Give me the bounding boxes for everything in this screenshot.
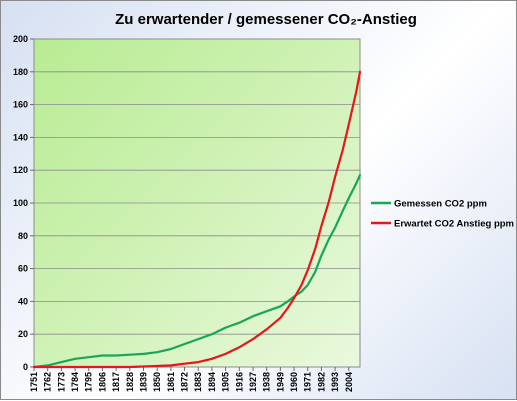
x-tick-label: 1795 — [84, 372, 94, 392]
series-lines — [32, 70, 362, 369]
x-tick-label: 1982 — [316, 372, 326, 392]
x-tick-label: 2004 — [344, 372, 354, 392]
x-tick-label: 1971 — [303, 372, 313, 392]
x-tick-label: 1916 — [234, 372, 244, 392]
x-tick-label: 1839 — [138, 372, 148, 392]
y-tick-label: 20 — [18, 329, 28, 339]
x-tick-label: 1949 — [275, 372, 285, 392]
y-tick-label: 40 — [18, 296, 28, 306]
y-axis-ticks: 0 20 40 60 80 100 120 140 160 180 200 — [13, 34, 34, 372]
y-tick-label: 180 — [13, 67, 28, 77]
chart-title: Zu erwartender / gemessener CO₂-Anstieg — [115, 11, 417, 28]
grid-lines — [34, 71, 360, 335]
x-tick-label: 1751 — [29, 372, 39, 392]
x-tick-label: 1938 — [262, 372, 272, 392]
y-tick-label: 60 — [18, 264, 28, 274]
x-tick-label: 1773 — [56, 372, 66, 392]
y-tick-label: 160 — [13, 100, 28, 110]
legend: Gemessen CO2 ppm Erwartet CO2 Anstieg ppm — [371, 199, 514, 230]
x-tick-label: 1861 — [166, 372, 176, 392]
y-tick-label: 200 — [13, 34, 28, 44]
x-tick-label: 1894 — [207, 372, 217, 392]
legend-label: Gemessen CO2 ppm — [394, 199, 487, 210]
x-tick-label: 1905 — [221, 372, 231, 392]
series-line-1 — [32, 174, 362, 369]
legend-label: Erwartet CO2 Anstieg ppm — [394, 219, 514, 230]
x-tick-label: 1927 — [248, 372, 258, 392]
x-tick-label: 1960 — [289, 372, 299, 392]
x-tick-label: 1762 — [43, 372, 53, 392]
y-tick-label: 140 — [13, 132, 28, 142]
x-tick-label: 1883 — [193, 372, 203, 392]
y-tick-label: 100 — [13, 198, 28, 208]
x-tick-label: 1993 — [330, 372, 340, 392]
y-tick-label: 0 — [23, 362, 28, 372]
y-tick-label: 80 — [18, 231, 28, 241]
x-tick-label: 1828 — [125, 372, 135, 392]
y-tick-label: 120 — [13, 165, 28, 175]
x-tick-label: 1817 — [111, 372, 121, 392]
x-axis-ticks: 1751 1762 1773 1784 1795 1806 1817 1828 1839 1850… — [29, 367, 354, 392]
x-tick-label: 1784 — [70, 372, 80, 392]
x-tick-label: 1850 — [152, 372, 162, 392]
x-tick-label: 1806 — [97, 372, 107, 392]
x-tick-label: 1872 — [180, 372, 190, 392]
series-line-2 — [32, 70, 362, 369]
